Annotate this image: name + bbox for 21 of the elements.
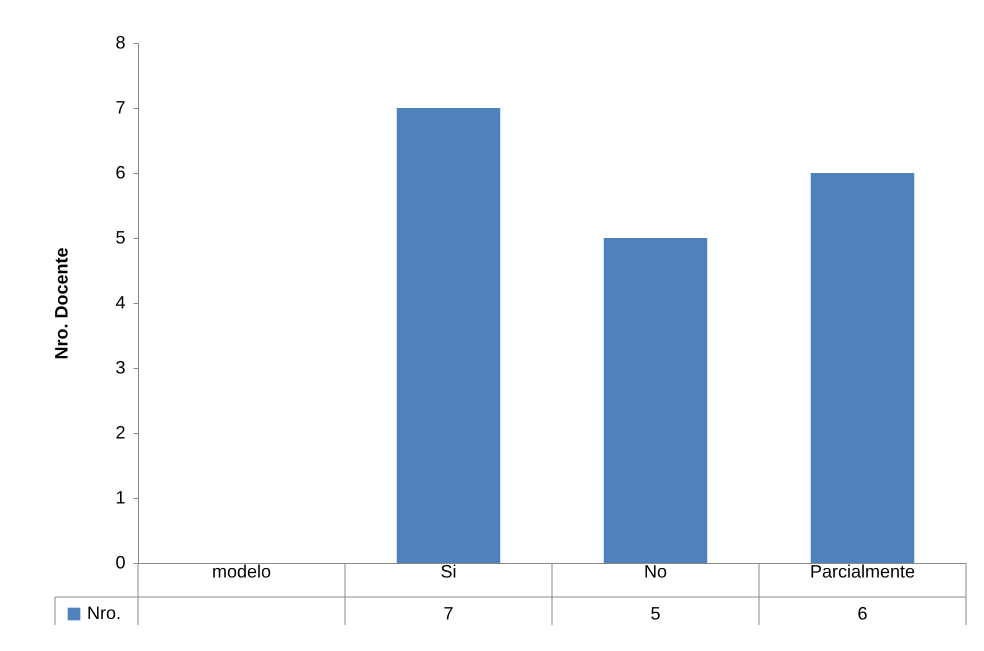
y-tick-label: 0	[115, 552, 126, 572]
y-tick-label: 5	[115, 228, 126, 248]
x-tick-label: Parcialmente	[810, 562, 916, 582]
y-tick-label: 4	[115, 292, 126, 312]
y-tick-label: 7	[115, 98, 126, 118]
y-axis-title: Nro. Docente	[51, 247, 72, 360]
y-tick-label: 1	[115, 488, 126, 508]
bar	[604, 238, 708, 563]
bar	[810, 173, 914, 563]
y-tick-label: 6	[115, 162, 126, 182]
data-label: 7	[443, 604, 454, 624]
y-tick-label: 3	[115, 358, 126, 378]
data-label: 6	[857, 604, 868, 624]
x-tick-label: modelo	[212, 562, 272, 582]
bar	[396, 108, 500, 563]
x-tick-label: No	[644, 562, 668, 582]
y-tick-label: 8	[115, 32, 126, 52]
legend-label: Nro.	[87, 603, 122, 623]
y-tick-label: 2	[115, 422, 126, 442]
data-label: 5	[650, 604, 661, 624]
x-tick-label: Si	[440, 562, 457, 582]
